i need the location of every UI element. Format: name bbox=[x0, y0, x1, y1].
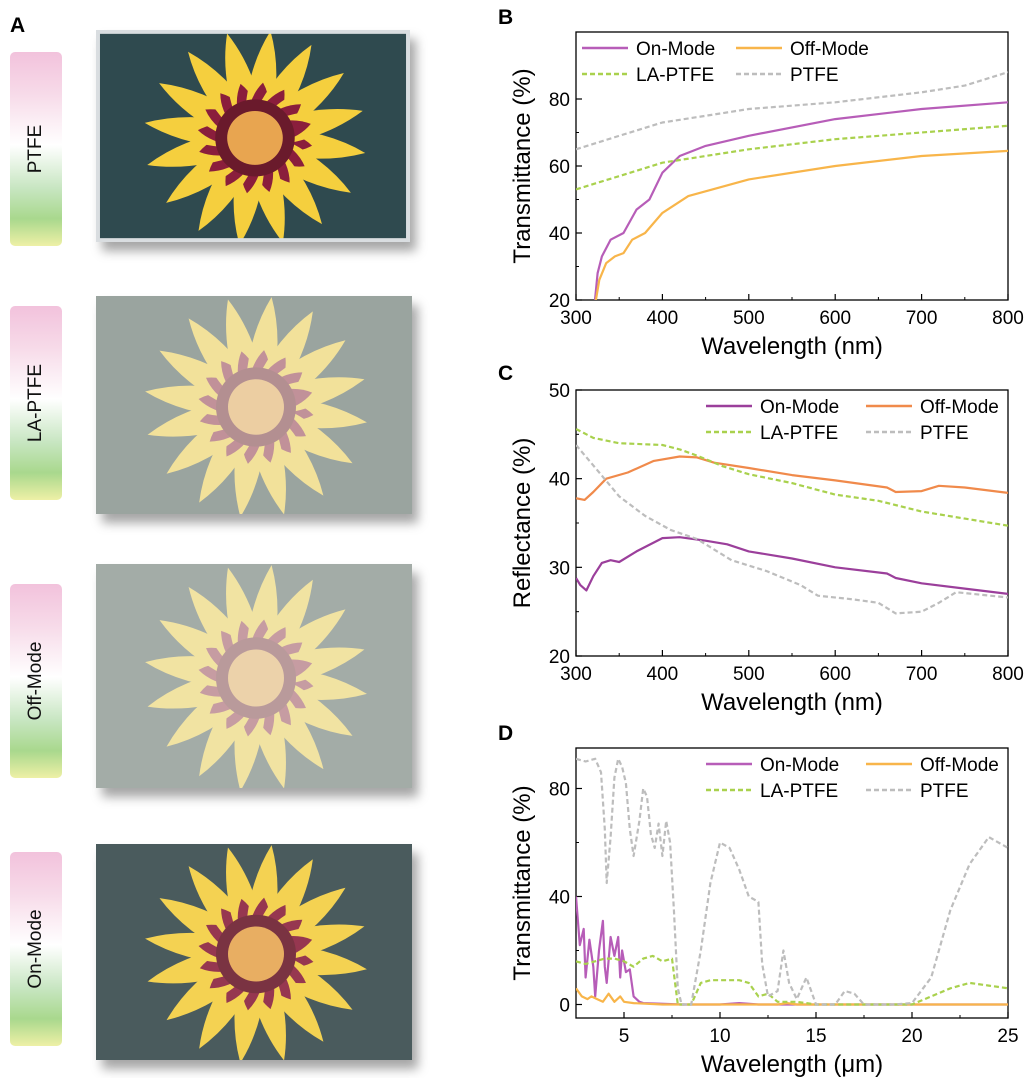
y-tick-label: 80 bbox=[549, 90, 570, 111]
legend-label: Off-Mode bbox=[920, 397, 999, 418]
x-axis-label: Wavelength (nm) bbox=[701, 333, 883, 360]
y-tick-label: 30 bbox=[549, 558, 570, 579]
y-axis-label: Transmittance (%) bbox=[509, 68, 536, 263]
plot-frame bbox=[575, 747, 1009, 1019]
legend-label: LA-PTFE bbox=[636, 65, 714, 86]
panel-letter-c: C bbox=[498, 362, 514, 385]
x-tick-label: 25 bbox=[997, 1026, 1018, 1047]
flower-center bbox=[227, 110, 283, 165]
panel-letter-b: B bbox=[498, 6, 514, 29]
chart-panel-d: 5 10 15 20 25 0 40 80 Wavelength (μm) Transmittan… bbox=[509, 747, 1019, 1078]
photo-on-mode-sample bbox=[96, 844, 412, 1060]
series-line-off-mode bbox=[576, 455, 1008, 501]
y-tick-label: 20 bbox=[549, 291, 570, 312]
x-tick-label: 800 bbox=[992, 664, 1024, 685]
haze-overlay bbox=[96, 296, 412, 514]
y-tick-label: 20 bbox=[549, 647, 570, 668]
x-tick-label: 20 bbox=[901, 1026, 922, 1047]
y-tick-label: 80 bbox=[549, 780, 570, 801]
series-line-on-mode bbox=[576, 536, 1008, 595]
chart-panel-b: 300 400 500 600 700 800 20 40 60 80 Wavelength (nm… bbox=[509, 31, 1024, 360]
x-tick-label: 300 bbox=[560, 664, 592, 685]
series-line-on-mode bbox=[593, 101, 1008, 300]
photo-off-mode-sample bbox=[96, 564, 412, 788]
flower-center bbox=[228, 926, 284, 982]
x-tick-label: 500 bbox=[733, 308, 765, 329]
y-tick-label: 60 bbox=[549, 157, 570, 178]
x-tick-label: 500 bbox=[733, 664, 765, 685]
x-tick-label: 600 bbox=[819, 308, 851, 329]
panel-letter-a: A bbox=[10, 14, 26, 37]
legend-label: LA-PTFE bbox=[760, 423, 838, 444]
series-line-la-ptfe bbox=[576, 954, 1008, 1006]
legend-label: LA-PTFE bbox=[760, 781, 838, 802]
x-tick-label: 700 bbox=[906, 664, 938, 685]
x-tick-label: 800 bbox=[992, 308, 1024, 329]
legend-label: On-Mode bbox=[760, 397, 839, 418]
flower-photo-svg bbox=[96, 564, 412, 788]
y-tick-label: 0 bbox=[559, 996, 570, 1017]
y-tick-label: 40 bbox=[549, 224, 570, 245]
series-line-ptfe bbox=[576, 444, 1008, 615]
y-axis-label: Reflectance (%) bbox=[509, 438, 536, 609]
legend-label: PTFE bbox=[790, 65, 839, 86]
side-label-la-ptfe: LA-PTFE bbox=[10, 306, 62, 500]
flower bbox=[144, 31, 366, 242]
haze-overlay bbox=[96, 844, 412, 1060]
chart-panel-c: 300 400 500 600 700 800 20 30 40 50 Wavelength (nm… bbox=[509, 381, 1024, 716]
flower-photo-svg bbox=[96, 30, 410, 242]
flower-photo-svg bbox=[96, 296, 412, 514]
side-label-ptfe: PTFE bbox=[10, 52, 62, 246]
x-tick-label: 700 bbox=[906, 308, 938, 329]
haze-overlay bbox=[96, 564, 412, 788]
flower-photo-svg bbox=[96, 844, 412, 1060]
series-line-off-mode bbox=[576, 987, 1008, 1006]
legend-label: On-Mode bbox=[760, 755, 839, 776]
side-label-on-mode: On-Mode bbox=[10, 852, 62, 1046]
x-tick-label: 400 bbox=[647, 664, 679, 685]
legend-label: Off-Mode bbox=[920, 755, 999, 776]
legend-label: PTFE bbox=[920, 423, 969, 444]
legend-label: Off-Mode bbox=[790, 39, 869, 60]
photo-la-ptfe-sample bbox=[96, 296, 412, 514]
x-axis-label: Wavelength (μm) bbox=[701, 1051, 883, 1078]
flower bbox=[145, 845, 367, 1060]
series-line-la-ptfe bbox=[576, 124, 1008, 191]
series-line-ptfe bbox=[576, 757, 1008, 1006]
series-line-ptfe bbox=[576, 71, 1008, 151]
series-line-off-mode bbox=[594, 149, 1008, 300]
y-axis-label: Transmittance (%) bbox=[509, 785, 536, 980]
y-tick-label: 40 bbox=[549, 470, 570, 491]
photo-ptfe-sample bbox=[96, 30, 410, 242]
y-tick-label: 50 bbox=[549, 381, 570, 402]
y-tick-label: 40 bbox=[549, 888, 570, 909]
legend-label: On-Mode bbox=[636, 39, 715, 60]
x-tick-label: 600 bbox=[819, 664, 851, 685]
x-tick-label: 15 bbox=[805, 1026, 826, 1047]
legend-label: PTFE bbox=[920, 781, 969, 802]
x-tick-label: 400 bbox=[647, 308, 679, 329]
side-label-off-mode: Off-Mode bbox=[10, 584, 62, 778]
x-tick-label: 10 bbox=[709, 1026, 730, 1047]
panel-letter-d: D bbox=[498, 722, 514, 745]
x-tick-label: 5 bbox=[619, 1026, 630, 1047]
x-axis-label: Wavelength (nm) bbox=[701, 689, 883, 716]
x-tick-label: 300 bbox=[560, 308, 592, 329]
